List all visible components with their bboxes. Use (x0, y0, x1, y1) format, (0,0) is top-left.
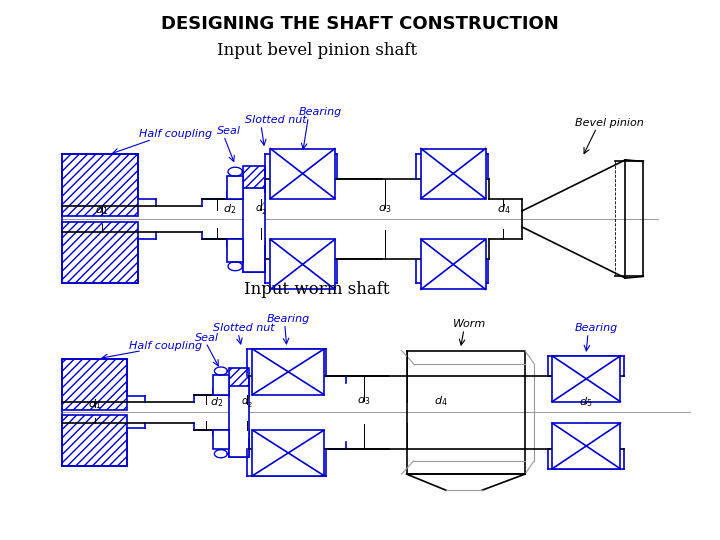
Bar (270, 148, 335, 199)
Text: Seal: Seal (195, 333, 219, 342)
Text: Input bevel pinion shaft: Input bevel pinion shaft (217, 42, 417, 59)
Text: $d_1$: $d_1$ (95, 204, 109, 218)
Bar (243, 166, 265, 199)
Bar (253, 430, 324, 476)
Text: Half coupling: Half coupling (129, 341, 202, 350)
Text: $d_2$: $d_2$ (223, 202, 236, 217)
Bar (228, 176, 243, 199)
Bar (229, 368, 249, 395)
Text: Bearing: Bearing (299, 107, 342, 117)
Text: Slotted nut: Slotted nut (213, 323, 274, 333)
Text: $d_3$: $d_3$ (357, 393, 370, 407)
Bar (63, 359, 127, 410)
Text: DESIGNING THE SHAFT CONSTRUCTION: DESIGNING THE SHAFT CONSTRUCTION (161, 15, 559, 33)
Text: Bearing: Bearing (267, 314, 310, 323)
Text: Input worm shaft: Input worm shaft (244, 281, 390, 298)
Text: Slotted nut: Slotted nut (246, 115, 307, 125)
Text: Worm: Worm (453, 319, 487, 329)
Bar (229, 430, 249, 457)
Bar (63, 415, 127, 466)
Bar (421, 239, 485, 289)
Bar (229, 386, 249, 457)
Bar (253, 349, 324, 395)
Text: Bevel pinion: Bevel pinion (575, 118, 644, 127)
Bar (243, 188, 265, 272)
Bar (213, 430, 229, 449)
Text: $d_2$: $d_2$ (210, 395, 223, 409)
Bar (270, 239, 335, 289)
Text: $d_2'$: $d_2'$ (255, 201, 267, 217)
Text: $d_4$: $d_4$ (433, 394, 447, 408)
Text: Seal: Seal (217, 126, 240, 136)
Text: $d_3$: $d_3$ (379, 201, 392, 215)
Text: Bearing: Bearing (575, 323, 618, 333)
Bar (63, 154, 138, 217)
Bar (552, 423, 621, 469)
Bar (228, 239, 243, 262)
Text: $d_2'$: $d_2'$ (240, 394, 253, 409)
Text: $d_4$: $d_4$ (497, 202, 510, 216)
Text: $d_1$: $d_1$ (88, 397, 102, 411)
Text: Half coupling: Half coupling (139, 130, 212, 139)
Bar (213, 375, 229, 395)
Bar (63, 221, 138, 284)
Bar (552, 356, 621, 402)
Bar (243, 239, 265, 272)
Bar (421, 148, 485, 199)
Text: $d_5$: $d_5$ (580, 395, 593, 409)
